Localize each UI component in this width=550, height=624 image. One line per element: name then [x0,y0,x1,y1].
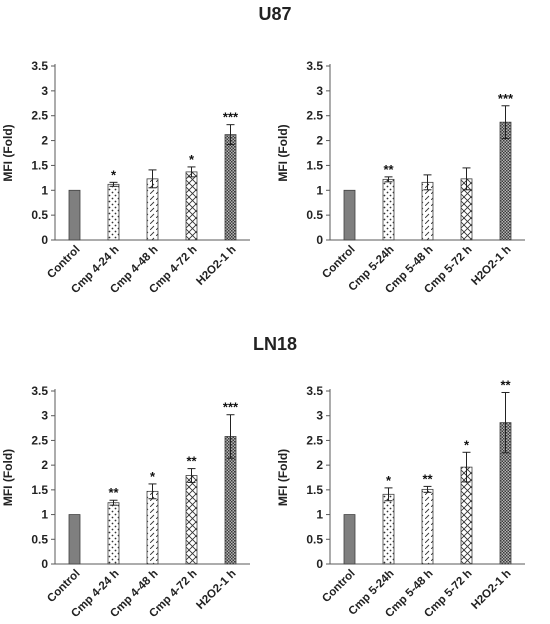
significance-marker: * [189,152,195,167]
y-tick-label: 1.5 [31,158,48,172]
error-bar-h2o2-1-h [226,124,235,146]
y-tick-label: 1 [41,183,48,197]
error-bar-cmp-4-72-h [187,166,196,178]
y-tick-label: 2.5 [31,109,48,123]
x-tick-label: Control [45,568,82,605]
bar-cmp-4-48-h [146,490,159,565]
error-bar-cmp-5-24h [384,176,393,183]
x-tick-label: Control [45,244,82,281]
section-title-u87: U87 [258,4,292,24]
y-tick-label: 0 [316,557,323,571]
y-tick-label: 2 [41,458,48,472]
significance-marker: ** [383,162,394,177]
bar-cmp-4-72-h [185,475,198,565]
error-bar-cmp-5-48-h [423,485,432,493]
error-bar-cmp-4-24-h [109,181,118,187]
error-bar-h2o2-1-h [226,414,235,459]
bar-cmp-5-48-h [421,181,434,241]
bar-control [343,189,356,241]
error-bar-cmp-5-24h [384,487,393,502]
significance-marker: * [464,437,470,452]
error-bar-cmp-5-48-h [423,174,432,191]
error-bar-h2o2-1-h [501,391,510,454]
error-bar-cmp-4-72-h [187,468,196,483]
y-tick-label: 2.5 [306,109,323,123]
error-bar-h2o2-1-h [501,105,510,140]
y-tick-label: 3 [316,409,323,423]
y-tick-label: 2 [316,458,323,472]
bar-control [68,189,81,241]
y-tick-label: 1 [41,508,48,522]
bar-control [343,514,356,565]
y-tick-label: 1 [316,508,323,522]
significance-marker: ** [108,485,119,500]
significance-marker: *** [498,91,514,106]
y-tick-label: 0.5 [31,208,48,222]
bar-control [68,514,81,565]
bar-cmp-4-24-h [107,183,120,241]
y-axis-title: MFI (Fold) [276,449,290,506]
y-tick-label: 1.5 [306,158,323,172]
y-tick-label: 2 [41,134,48,148]
bar-h2o2-1-h [224,134,237,241]
y-tick-label: 0.5 [31,532,48,546]
section-title-ln18: LN18 [252,334,297,354]
y-tick-label: 0 [41,233,48,247]
y-tick-label: 1.5 [31,483,48,497]
bar-h2o2-1-h [499,121,512,241]
bar-cmp-5-24h [382,178,395,241]
y-tick-label: 1.5 [306,483,323,497]
error-bar-cmp-5-72-h [462,451,471,483]
significance-marker: *** [223,400,239,415]
x-tick-label: Control [320,568,357,605]
y-tick-label: 3 [316,84,323,98]
y-tick-label: 3.5 [31,384,48,398]
significance-marker: * [111,167,117,182]
significance-marker: ** [500,377,511,392]
y-tick-label: 0 [41,557,48,571]
y-tick-label: 3.5 [306,384,323,398]
y-tick-label: 0 [316,233,323,247]
y-axis-title: MFI (Fold) [1,124,15,181]
y-tick-label: 2.5 [306,433,323,447]
x-tick-label: H2O2-1 h [469,244,513,288]
significance-marker: * [150,469,156,484]
y-axis-title: MFI (Fold) [1,449,15,506]
significance-marker: *** [223,110,239,125]
y-tick-label: 0.5 [306,532,323,546]
x-tick-label: H2O2-1 h [194,244,238,288]
y-tick-label: 0.5 [306,208,323,222]
y-tick-label: 2.5 [31,433,48,447]
error-bar-cmp-5-72-h [462,167,471,191]
significance-marker: ** [422,471,433,486]
x-tick-label: H2O2-1 h [194,568,238,612]
y-axis-title: MFI (Fold) [276,124,290,181]
bar-cmp-4-24-h [107,502,120,565]
y-tick-label: 3 [41,84,48,98]
x-tick-label: Control [320,244,357,281]
y-tick-label: 3.5 [31,59,48,73]
x-tick-label: H2O2-1 h [469,568,513,612]
bar-cmp-5-48-h [421,488,434,565]
y-tick-label: 3.5 [306,59,323,73]
bar-cmp-4-72-h [185,171,198,241]
y-tick-label: 2 [316,134,323,148]
y-tick-label: 1 [316,183,323,197]
significance-marker: * [386,473,392,488]
bar-cmp-5-24h [382,493,395,565]
error-bar-cmp-4-48-h [148,483,157,500]
y-tick-label: 3 [41,409,48,423]
error-bar-cmp-4-48-h [148,169,157,189]
significance-marker: ** [186,454,197,469]
error-bar-cmp-4-24-h [109,499,118,506]
